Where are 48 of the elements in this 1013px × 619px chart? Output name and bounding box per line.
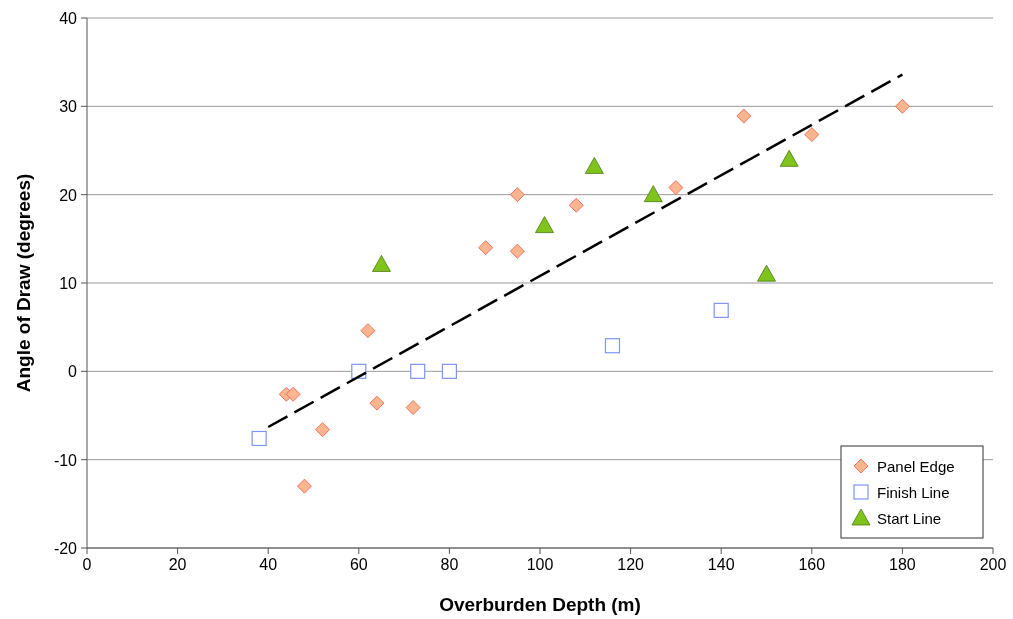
y-tick-label: 10	[59, 275, 78, 292]
y-tick-label: 0	[68, 363, 78, 381]
point	[297, 478, 312, 494]
x-tick-label: 80	[440, 556, 459, 573]
point	[410, 363, 426, 379]
point	[372, 255, 391, 272]
point	[509, 243, 525, 259]
point	[779, 149, 799, 167]
point	[757, 264, 776, 282]
point	[251, 430, 267, 447]
point	[369, 395, 385, 411]
x-tick-label: 180	[889, 556, 916, 573]
x-tick-label: 40	[259, 556, 278, 573]
point	[804, 127, 820, 142]
y-tick-label: -20	[53, 540, 78, 557]
point	[668, 180, 684, 195]
x-tick-label: 120	[617, 556, 645, 573]
point	[713, 302, 729, 318]
y-tick-label: 20	[59, 186, 78, 204]
point	[535, 216, 554, 233]
y-tick-label: 40	[59, 10, 78, 27]
point	[568, 197, 584, 213]
point	[736, 108, 752, 124]
y-tick-label: 30	[59, 98, 78, 116]
point	[360, 323, 376, 339]
y-tick-label: -10	[53, 451, 78, 469]
x-tick-label: 60	[349, 556, 368, 573]
x-tick-label: 200	[979, 556, 1007, 573]
point	[405, 400, 421, 415]
legend-label: Finish Line	[877, 484, 950, 501]
x-tick-label: 140	[707, 556, 735, 573]
x-tick-label: 100	[526, 556, 554, 573]
point	[478, 240, 494, 256]
point	[285, 386, 301, 402]
point	[604, 338, 621, 354]
x-tick-label: 0	[82, 556, 92, 573]
point	[643, 185, 663, 203]
point	[895, 98, 910, 114]
point	[509, 187, 525, 203]
point	[441, 363, 457, 379]
legend-label: Panel Edge	[877, 458, 955, 475]
legend-label: Start Line	[877, 510, 942, 527]
x-tick-label: 160	[798, 556, 826, 573]
point	[315, 422, 330, 438]
point	[584, 157, 604, 174]
x-tick-label: 20	[168, 556, 187, 573]
x-axis-title: Overburden Depth (m)	[439, 594, 641, 615]
y-axis-title: Angle of Draw (degrees)	[13, 173, 34, 393]
